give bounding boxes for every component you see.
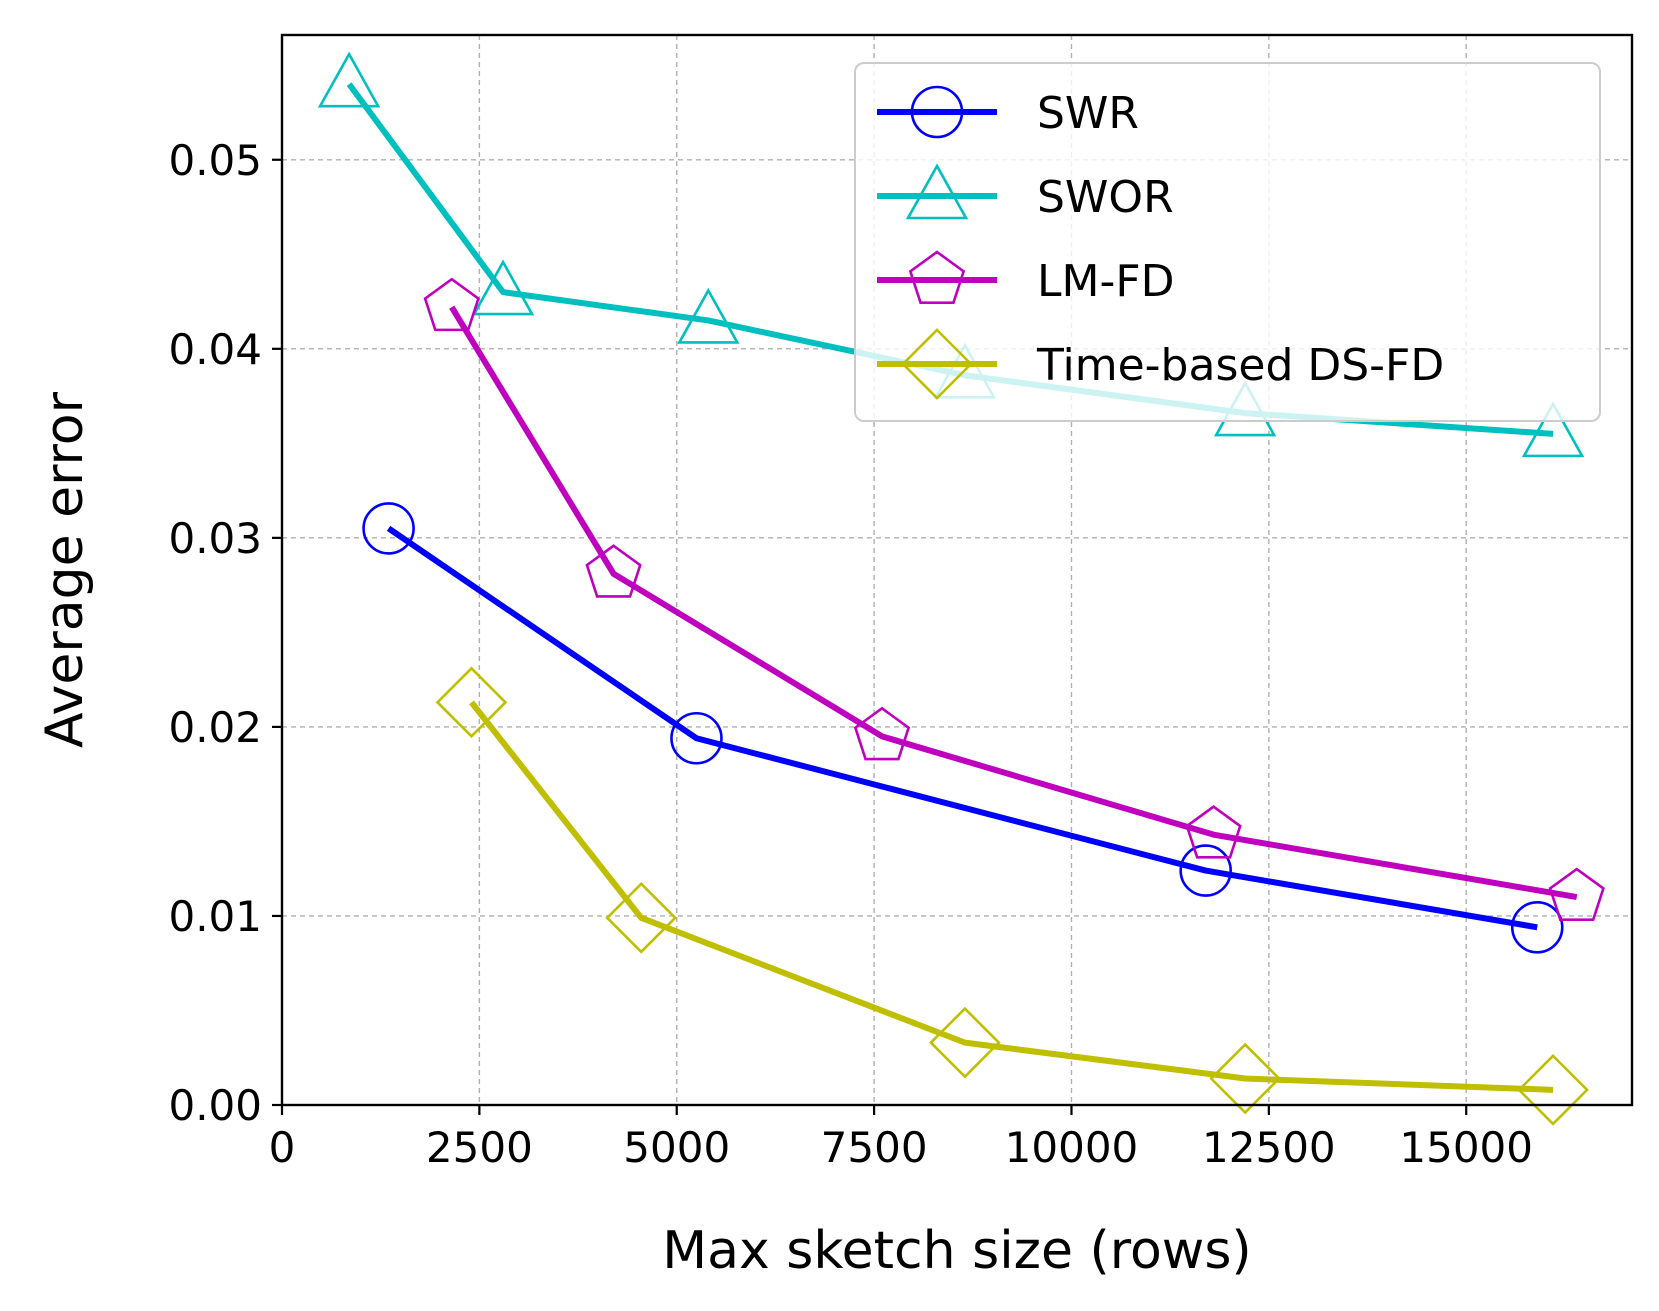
y-tick-label-5: 0.05 [168,136,262,185]
data-point-time-based-ds-fd-1 [605,882,678,954]
y-tick-label-0: 0.00 [168,1081,262,1130]
legend-item-swor: SWOR [877,163,1174,223]
legend-item-swr: SWR [877,85,1139,139]
data-point-swor-0 [317,51,381,108]
series-time-based-ds-fd [435,666,1589,1126]
legend-marker-time-based-ds-fd [901,328,973,400]
y-tick-label-4: 0.04 [168,325,262,374]
data-point-swor-1 [471,259,535,316]
data-point-time-based-ds-fd-3 [1209,1042,1281,1115]
axis-ticks: 0 2500 5000 7500 10000 12500 15000 0.00 0.01 0.02… [168,136,1533,1172]
x-tick-label-4: 10000 [1005,1123,1139,1172]
series-line-lm-fd [449,305,1578,901]
legend-label-swr: SWR [1037,88,1139,139]
data-point-swr-0 [362,502,415,555]
data-point-time-based-ds-fd-0 [435,666,508,739]
series-line-time-based-ds-fd [469,700,1554,1093]
data-point-time-based-ds-fd-4 [1517,1054,1589,1126]
x-tick-label-5: 12500 [1202,1123,1336,1172]
legend-item-time-based-ds-fd: Time-based DS-FD [877,328,1444,400]
x-tick-label-0: 0 [269,1123,296,1172]
data-point-lm-fd-4 [1548,867,1605,922]
series-swr [362,502,1564,954]
x-tick-label-3: 7500 [821,1123,928,1172]
legend-box [854,62,1601,422]
series-line-swr [386,525,1538,931]
legend-label-lm-fd: LM-FD [1037,256,1175,307]
data-point-lm-fd-3 [1185,805,1242,859]
data-point-swor-5 [1521,401,1585,458]
legend-marker-swr [910,85,964,139]
legend-label-time-based-ds-fd: Time-based DS-FD [1036,340,1444,391]
legend-marker-swor [905,163,969,220]
legend-marker-lm-fd [908,250,966,304]
series-lm-fd [423,277,1605,922]
y-tick-label-2: 0.02 [168,703,262,752]
y-axis-title: Average error [35,391,95,748]
data-point-lm-fd-0 [423,277,480,332]
data-point-swor-2 [677,287,740,344]
data-point-lm-fd-1 [585,544,642,598]
data-point-swr-1 [670,711,723,765]
x-tick-label-6: 15000 [1399,1123,1533,1172]
plot-area-frame [280,33,1634,1107]
legend-label-swor: SWOR [1037,172,1174,223]
y-tick-label-1: 0.01 [168,892,262,941]
y-tick-label-3: 0.03 [168,514,262,563]
legend-item-lm-fd: LM-FD [877,250,1175,307]
data-point-lm-fd-2 [853,706,911,761]
series-layer [317,51,1605,1126]
data-point-time-based-ds-fd-2 [929,1006,1001,1079]
legend: SWR SWOR LM-FD Time-based DS-FD [854,62,1601,422]
x-tick-label-1: 2500 [426,1123,533,1172]
data-point-swr-2 [1179,844,1232,897]
x-tick-label-2: 5000 [623,1123,730,1172]
data-point-swr-3 [1510,900,1564,954]
x-axis-title: Max sketch size (rows) [662,1221,1251,1281]
